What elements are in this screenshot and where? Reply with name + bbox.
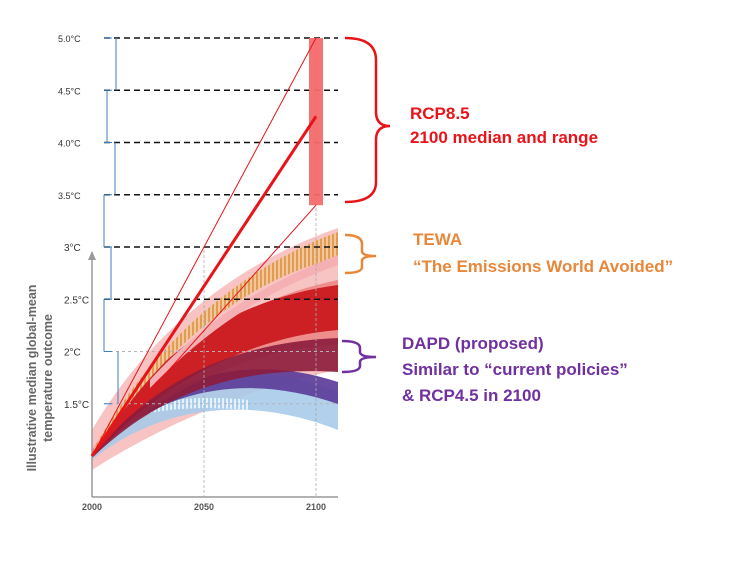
- dark-red-band: [92, 285, 338, 458]
- dapd-title: DAPD (proposed): [402, 334, 544, 353]
- tewa-inner-pink: [150, 255, 338, 388]
- x-tick-label: 2000: [82, 502, 102, 512]
- y-axis-arrow: [88, 251, 96, 260]
- y-tick-label: 4.5°C: [58, 86, 81, 96]
- rcp85-range-bar: [309, 38, 323, 206]
- y-tick-label: 3°C: [64, 243, 81, 254]
- rcp85-bracket: [344, 36, 391, 204]
- x-tick-label: 2100: [306, 502, 326, 512]
- dapd-subtitle-2: & RCP4.5 in 2100: [402, 386, 541, 405]
- dapd-subtitle: Similar to “current policies”: [402, 360, 628, 379]
- tewa-bracket: [344, 233, 377, 275]
- dapd-bracket: [341, 339, 377, 374]
- y-tick-label: 2°C: [64, 348, 81, 359]
- y-tick-label: 3.5°C: [58, 191, 81, 201]
- x-tick-label: 2050: [194, 502, 214, 512]
- scenario-bands: [92, 228, 338, 470]
- tewa-subtitle: “The Emissions World Avoided”: [413, 257, 673, 276]
- rcp85-title: RCP8.5: [410, 104, 470, 123]
- rcp85-range-line: [91, 204, 317, 457]
- y-axis-label-line2: temperature outcome: [41, 314, 55, 442]
- y-tick-label: 2.5°C: [64, 295, 89, 306]
- y-tick-label: 4.0°C: [58, 139, 81, 149]
- tewa-title: TEWA: [413, 230, 462, 249]
- tewa-hatch-band: [92, 232, 338, 458]
- rcp85-range-line: [91, 37, 317, 457]
- maroon-band: [92, 338, 338, 458]
- rcp85-median-line: [90, 115, 318, 457]
- blue-hatch-band: [120, 397, 250, 420]
- y-tick-label: 1.5°C: [64, 400, 89, 411]
- light-blue-band: [92, 374, 338, 460]
- y-axis-label-line1: Illustrative median global-mean: [25, 285, 39, 472]
- y-tick-label: 5.0°C: [58, 34, 81, 44]
- rcp85-subtitle: 2100 median and range: [410, 128, 598, 147]
